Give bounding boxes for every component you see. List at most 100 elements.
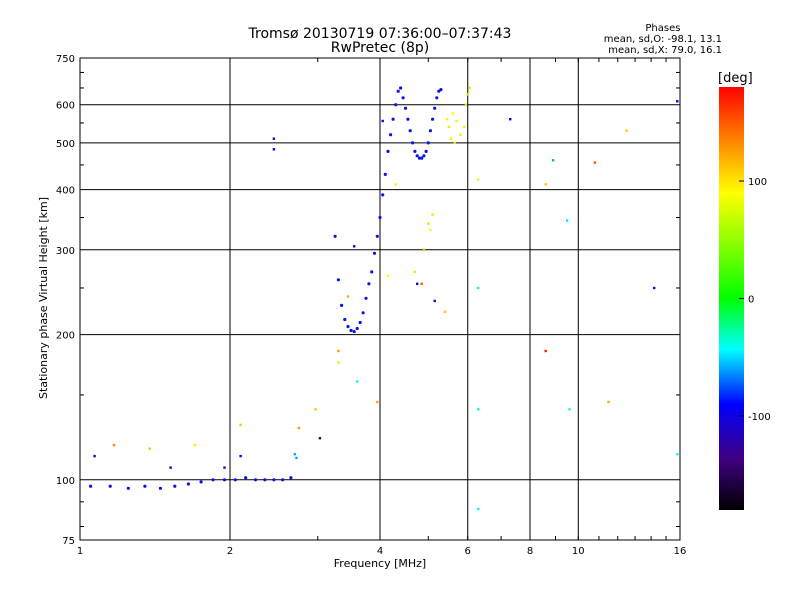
scatter-point — [356, 380, 359, 383]
trace-point — [433, 106, 437, 110]
scatter-point — [653, 286, 656, 290]
trace-point — [391, 117, 395, 121]
scatter-point — [433, 299, 436, 303]
trace-point — [244, 476, 248, 480]
scatter-point — [295, 456, 298, 460]
x-tick-labels: 1 2 4 6 8 10 16 — [77, 546, 687, 557]
trace-point — [340, 303, 344, 307]
trace-point — [435, 96, 439, 100]
y-tick-label: 400 — [56, 186, 75, 197]
trace-point — [233, 478, 237, 482]
trace-point — [158, 486, 162, 490]
trace-point — [399, 86, 403, 90]
axis-ticks — [79, 58, 681, 540]
trace-point — [426, 141, 430, 145]
y-tick-label: 300 — [56, 246, 75, 257]
scatter-point — [223, 466, 226, 469]
x-tick-label: 1 — [77, 546, 83, 557]
scatter-point — [93, 454, 96, 458]
trace-point — [415, 154, 419, 158]
scatter-point — [443, 310, 447, 314]
scatter-point — [676, 453, 679, 456]
colorbar-tick-label: 100 — [748, 177, 767, 188]
trace-point — [358, 320, 362, 325]
grid-lines — [80, 58, 680, 540]
scatter-point — [566, 219, 569, 222]
colorbar-tick-label: 0 — [748, 295, 754, 306]
scatter-point — [607, 400, 610, 404]
y-axis-label: Stationary phase Virtual Height [km] — [37, 197, 50, 399]
trace-point — [383, 172, 387, 176]
trace-point — [403, 106, 408, 110]
scatter-point — [394, 183, 397, 186]
trace-point — [372, 251, 377, 255]
trace-point — [408, 129, 412, 133]
scatter-point — [314, 408, 317, 411]
scatter-point — [455, 119, 458, 123]
scatter-point — [239, 454, 242, 458]
trace-point — [281, 478, 285, 482]
scatter-point — [353, 245, 356, 248]
trace-point — [349, 328, 353, 333]
x-tick-label: 6 — [465, 546, 471, 557]
trace-point — [352, 330, 356, 334]
trace-point — [361, 311, 365, 315]
trace-point — [411, 141, 415, 145]
trace-point — [333, 234, 337, 238]
trace-point — [126, 486, 130, 490]
trace-point — [222, 478, 227, 482]
scatter-point — [386, 274, 390, 277]
trace-point — [355, 326, 359, 331]
scatter-point — [293, 453, 297, 456]
scatter-point — [193, 443, 196, 447]
scatter-point — [337, 349, 340, 353]
x-tick-label: 8 — [527, 546, 533, 557]
phase-stats-o-mode: mean, sd,O: -98.1, 13.1 — [603, 34, 722, 45]
y-tick-label: 750 — [56, 54, 75, 65]
y-tick-label: 500 — [56, 139, 75, 150]
trace-point — [394, 103, 398, 107]
scatter-point — [462, 125, 466, 128]
scatter-point — [449, 137, 453, 140]
scatter-point — [509, 118, 512, 121]
x-axis-label: Frequency [MHz] — [334, 557, 426, 570]
scatter-point — [427, 222, 430, 225]
trace-point — [420, 156, 424, 160]
trace-point — [186, 482, 190, 486]
scatter-point — [431, 213, 434, 216]
trace-point — [263, 478, 267, 482]
trace-point — [378, 215, 382, 220]
trace-point — [431, 117, 435, 121]
y-tick-label: 200 — [56, 331, 75, 342]
trace-point — [346, 324, 350, 329]
phase-stats-x-mode: mean, sd,X: 79.0, 16.1 — [608, 45, 722, 56]
scatter-point — [453, 141, 456, 145]
scatter-point — [169, 466, 172, 469]
scatter-point — [422, 248, 426, 251]
scatter-point — [551, 159, 555, 162]
y-tick-label: 75 — [62, 536, 75, 547]
scatter-point — [625, 129, 628, 132]
scatter-point — [477, 507, 480, 511]
trace-point — [89, 484, 93, 488]
scatter-point — [148, 447, 151, 450]
scatter-point — [451, 112, 454, 115]
scatter-point — [477, 286, 480, 290]
trace-point — [143, 484, 147, 488]
scatter-point — [346, 295, 350, 298]
phase-stats-header: Phases — [645, 23, 681, 34]
trace-point — [108, 484, 112, 488]
scatter-point — [466, 93, 469, 96]
trace-point — [401, 96, 405, 100]
scatter-point — [416, 282, 419, 285]
scatter-point — [544, 349, 547, 353]
trace-point — [417, 156, 422, 160]
chart-subtitle: RwPretec (8p) — [330, 40, 430, 56]
scatter-point — [381, 119, 384, 123]
trace-point — [439, 88, 443, 92]
x-tick-label: 4 — [377, 546, 383, 557]
x-tick-label: 16 — [674, 546, 687, 557]
trace-point — [428, 129, 432, 133]
phase-stats: Phases mean, sd,O: -98.1, 13.1 mean, sd,… — [604, 23, 722, 56]
